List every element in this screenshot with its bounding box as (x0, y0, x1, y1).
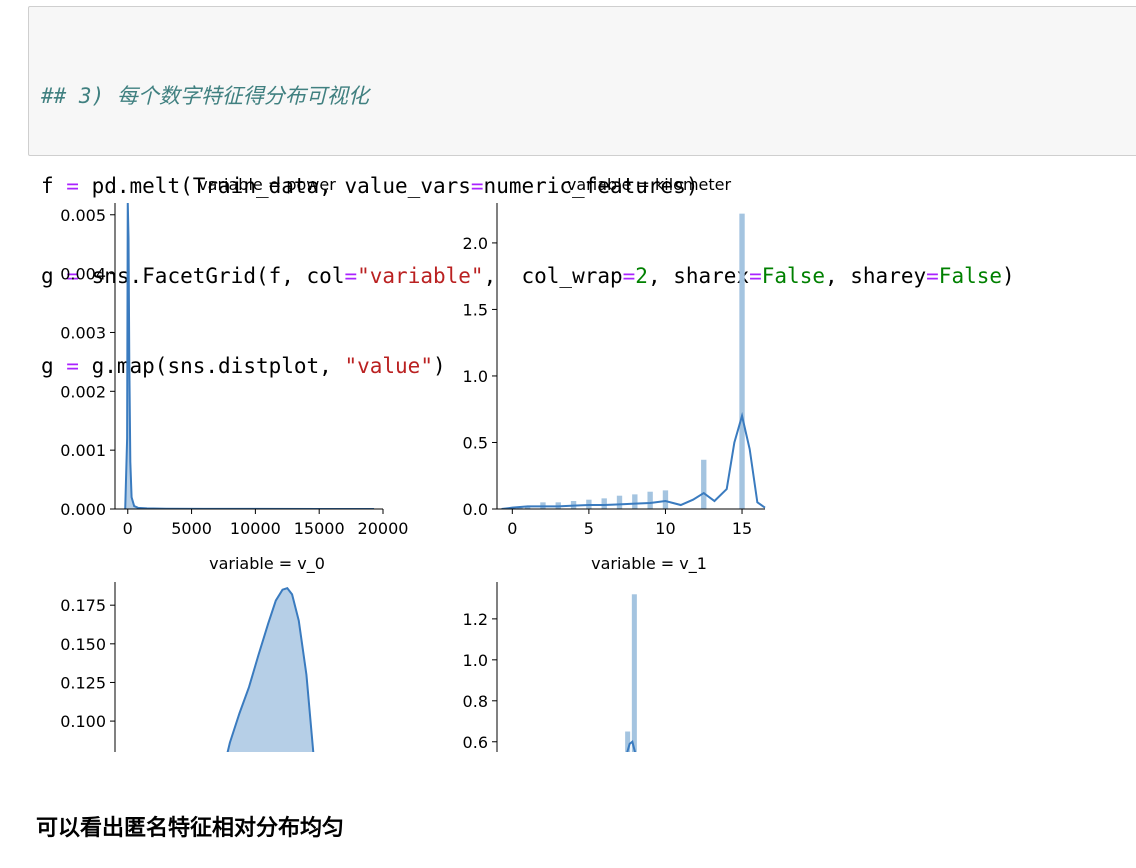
histogram-bar (616, 495, 623, 509)
code-token: g (41, 264, 67, 288)
histogram-bar (601, 498, 607, 509)
histogram-bar (647, 491, 653, 509)
y-tick-label: 0.5 (463, 433, 488, 452)
facet-title: variable = v_0 (209, 554, 325, 574)
histogram-bar (662, 490, 669, 509)
code-string: "value" (344, 354, 433, 378)
histogram-bar (632, 494, 638, 509)
y-tick-label: 0.005 (60, 206, 106, 225)
facet-panel-1: 0.000 0.001 0.002 0.003 0.004 0.005 0 5000 10000… (60, 175, 408, 538)
code-token: ) (1002, 264, 1015, 288)
code-line-2: f = pd.melt(Train_data, value_vars=numer… (41, 171, 1015, 201)
code-token: , col_wrap (483, 264, 623, 288)
y-tick-label: 0.003 (60, 323, 106, 342)
kde-line (501, 411, 766, 509)
kde-line (124, 202, 375, 509)
code-operator: = (470, 174, 484, 198)
facet-title: variable = power (198, 175, 336, 194)
y-tick-label: 0.6 (463, 733, 488, 752)
kde-line (226, 587, 315, 752)
facet-panel-3: 0.100 0.125 0.150 0.175 variable = v_0 (60, 554, 325, 752)
code-operator: = (66, 264, 79, 288)
code-token: g (41, 354, 67, 378)
y-tick-label: 2.0 (463, 234, 488, 253)
code-number: 2 (635, 264, 648, 288)
code-token: numeric_features) (483, 174, 699, 198)
code-line-3: g = sns.FacetGrid(f, col="variable", col… (41, 261, 1015, 291)
histogram-bar (524, 506, 531, 509)
x-tick-label: 15 (732, 519, 752, 538)
y-tick-label: 0.100 (60, 712, 106, 731)
code-operator: = (926, 264, 939, 288)
x-tick-label: 5000 (171, 519, 212, 538)
y-tick-label: 0.8 (463, 692, 488, 711)
kde-line (626, 740, 637, 752)
code-operator: = (66, 174, 79, 198)
y-tick-label: 1.0 (463, 651, 488, 670)
histogram-bar (739, 213, 745, 509)
code-operator: = (749, 264, 762, 288)
plot-area (226, 587, 315, 752)
y-tick-label: 0.001 (60, 441, 106, 460)
x-tick-label: 20000 (358, 519, 409, 538)
code-token: pd.melt(Train_data, value_vars (78, 174, 471, 198)
code-cell[interactable]: ## 3) 每个数字特征得分布可视化 f = pd.melt(Train_dat… (28, 6, 1136, 378)
plot-area (625, 594, 637, 752)
histogram-bar (701, 459, 707, 509)
code-token: f (41, 174, 67, 198)
code-keyword: False (938, 264, 1003, 288)
code-line-1: ## 3) 每个数字特征得分布可视化 (41, 81, 1015, 111)
x-tick-label: 5 (584, 519, 594, 538)
y-tick-label: 0.0 (463, 500, 488, 519)
x-tick-label: 10000 (230, 519, 281, 538)
y-tick-label: 0.004 (60, 265, 106, 284)
code-token: , sharey (824, 264, 927, 288)
code-comment: ## 3) 每个数字特征得分布可视化 (41, 84, 369, 108)
code-operator: = (66, 354, 79, 378)
y-tick-label: 0.000 (60, 500, 106, 519)
code-token: g.map(sns.distplot, (78, 354, 345, 378)
y-tick-label: 1.5 (463, 300, 488, 319)
x-tick-label: 15000 (294, 519, 345, 538)
x-tick-label: 10 (655, 519, 675, 538)
code-keyword: False (761, 264, 825, 288)
x-tick-label: 0 (507, 519, 517, 538)
code-token: ) (432, 354, 446, 378)
y-tick-label: 1.2 (463, 610, 488, 629)
plot-area (124, 202, 375, 509)
y-tick-label: 1.0 (463, 367, 488, 386)
y-tick-label: 0.125 (60, 673, 106, 692)
code-string: "variable" (357, 264, 484, 288)
y-tick-label: 0.175 (60, 596, 106, 615)
plot-area (501, 213, 766, 509)
facet-title: variable = v_1 (591, 554, 707, 574)
kde-fill (227, 588, 314, 752)
facet-panel-2: 0.0 0.5 1.0 1.5 2.0 0 5 10 15 variable = kilomete… (463, 175, 766, 538)
code-line-4: g = g.map(sns.distplot, "value") (41, 351, 1015, 381)
kde-fill (125, 203, 375, 509)
facet-title: variable = kilometer (567, 175, 732, 194)
code-token: sns.FacetGrid(f, col (78, 264, 345, 288)
code-operator: = (622, 264, 636, 288)
y-tick-label: 0.002 (60, 382, 106, 401)
markdown-heading: 可以看出匿名特征相对分布均匀 (36, 816, 345, 841)
histogram-bar (631, 594, 637, 752)
code-token: , sharex (647, 264, 750, 288)
y-tick-label: 0.150 (60, 635, 106, 654)
facet-panel-4: 0.6 0.8 1.0 1.2 variable = v_1 (463, 554, 707, 752)
x-tick-label: 0 (123, 519, 133, 538)
histogram-bar (625, 731, 631, 752)
output-area: 0.000 0.001 0.002 0.003 0.004 0.005 0 5000 10000… (0, 160, 1136, 760)
code-operator: = (344, 264, 358, 288)
histogram-bar (517, 507, 523, 509)
code-editor[interactable]: ## 3) 每个数字特征得分布可视化 f = pd.melt(Train_dat… (41, 21, 1015, 441)
